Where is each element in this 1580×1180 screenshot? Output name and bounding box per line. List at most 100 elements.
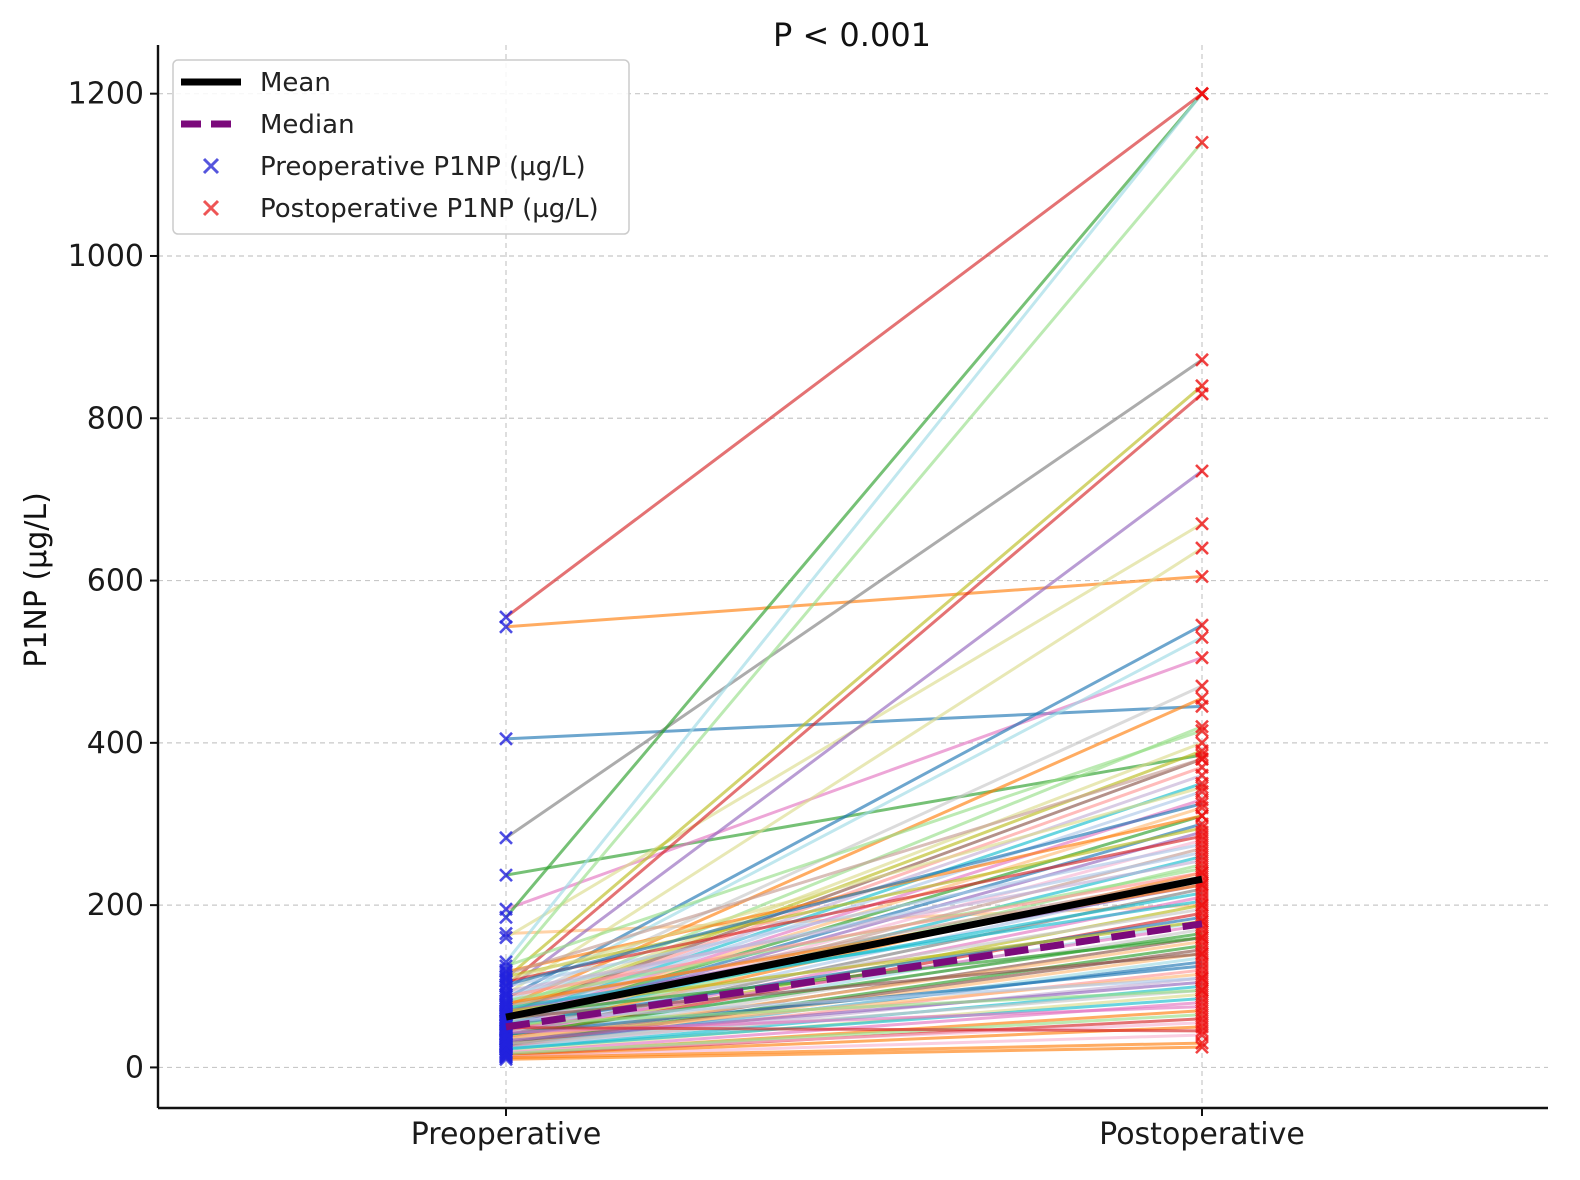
- post-marker-17: [1195, 679, 1209, 693]
- chart-title: P < 0.001: [773, 16, 931, 54]
- pre-marker-1: [499, 619, 513, 634]
- legend-label-3: Postoperative P1NP (µg/L): [260, 194, 599, 224]
- post-marker-58: [1195, 1040, 1209, 1055]
- y-tick-label-5: 1000: [68, 239, 144, 274]
- series-line-87: [505, 976, 1203, 1023]
- series-line-73: [505, 834, 1203, 983]
- series-line-13: [505, 469, 1203, 992]
- series-line-12: [505, 392, 1203, 988]
- series-line-11: [505, 384, 1203, 980]
- series-line-78: [505, 1013, 1203, 1056]
- series-line-10: [504, 141, 1204, 972]
- series-line-93: [505, 729, 1203, 968]
- y-axis-label: P1NP (µg/L): [19, 492, 54, 668]
- post-marker-1: [1195, 569, 1209, 584]
- y-tick-label-6: 1200: [68, 77, 144, 112]
- pre-marker-94: [499, 967, 513, 982]
- series-line-95: [505, 786, 1203, 982]
- legend-swatch-2: [202, 157, 220, 175]
- post-marker-13: [1195, 464, 1209, 478]
- series-line-58: [505, 1045, 1203, 1061]
- post-marker-91: [1195, 894, 1209, 908]
- legend-label-1: Median: [260, 110, 355, 140]
- post-marker-5: [1195, 650, 1209, 665]
- series-line-2: [505, 704, 1203, 741]
- pre-marker-8: [499, 930, 513, 945]
- post-marker-86: [1195, 983, 1209, 998]
- series-line-14: [505, 546, 1203, 996]
- post-marker-84: [1195, 999, 1209, 1014]
- post-marker-75: [1195, 853, 1209, 868]
- series-line-94: [505, 757, 1203, 976]
- series-line-56: [505, 1033, 1203, 1059]
- pre-marker-4: [499, 868, 513, 883]
- post-marker-96: [1195, 796, 1209, 811]
- post-marker-9: [1195, 86, 1209, 101]
- pre-marker-95: [499, 972, 513, 987]
- series-line-6: [504, 92, 1204, 919]
- y-tick-label-2: 400: [87, 726, 144, 761]
- x-tick-label-0: Preoperative: [411, 1117, 602, 1152]
- pre-marker-91: [499, 1001, 513, 1016]
- pre-marker-96: [499, 977, 513, 992]
- series-line-33: [505, 846, 1203, 1031]
- post-marker-10: [1195, 135, 1209, 150]
- post-marker-15: [1195, 618, 1209, 633]
- post-marker-3: [1195, 352, 1209, 367]
- pre-marker-6: [499, 910, 513, 925]
- series-line-16: [505, 636, 1203, 1004]
- post-marker-12: [1195, 387, 1209, 401]
- post-marker-16: [1195, 630, 1209, 645]
- post-marker-93: [1195, 723, 1209, 738]
- legend: Mean Median Preoperative P1NP (µg/L) Postop…: [172, 59, 630, 235]
- series-line-79: [505, 996, 1203, 1051]
- pre-marker-92: [499, 996, 513, 1011]
- y-tick-label-0: 0: [125, 1050, 144, 1085]
- markers: [499, 86, 1209, 1067]
- series-line-9: [504, 92, 1204, 963]
- legend-label-2: Preoperative P1NP (µg/L): [260, 152, 586, 182]
- pre-marker-3: [499, 830, 513, 845]
- post-marker-4: [1195, 748, 1209, 762]
- series-line-0: [505, 92, 1203, 619]
- mean-line: [505, 875, 1203, 1021]
- ticks: 0 200 400 600 800 1000 1200 Preoperative Postope…: [68, 77, 1305, 1152]
- axes: [156, 45, 1548, 1110]
- series-lines: [504, 92, 1204, 1061]
- post-marker-85: [1195, 1023, 1209, 1038]
- series-line-3: [505, 358, 1203, 840]
- series-line-15: [505, 623, 1203, 1000]
- legend-label-0: Mean: [260, 68, 331, 98]
- median-line: [505, 920, 1203, 1031]
- series-line-80: [505, 988, 1203, 1046]
- series-line-86: [505, 988, 1203, 1026]
- y-tick-label-3: 600: [87, 564, 144, 599]
- post-marker-8: [1195, 516, 1209, 531]
- series-line-89: [505, 936, 1203, 1017]
- pre-marker-7: [499, 926, 513, 941]
- series-line-57: [505, 1041, 1203, 1060]
- series-line-1: [505, 575, 1203, 629]
- series-line-96: [505, 802, 1203, 987]
- series-line-75: [505, 859, 1203, 993]
- series-line-91: [505, 899, 1203, 1010]
- series-line-85: [505, 1026, 1203, 1033]
- post-marker-57: [1195, 1036, 1209, 1050]
- y-tick-label-4: 800: [87, 401, 144, 436]
- legend-swatch-3: [202, 199, 220, 217]
- post-marker-14: [1195, 541, 1209, 556]
- post-marker-94: [1195, 752, 1209, 766]
- post-marker-95: [1195, 780, 1209, 795]
- post-marker-87: [1195, 971, 1209, 986]
- x-tick-label-1: Postoperative: [1099, 1117, 1305, 1152]
- post-marker-18: [1195, 691, 1209, 706]
- post-marker-88: [1195, 946, 1209, 961]
- series-line-74: [505, 842, 1203, 988]
- post-marker-71: [1195, 808, 1209, 823]
- post-marker-83: [1195, 959, 1209, 973]
- series-line-76: [505, 871, 1203, 998]
- series-line-72: [505, 826, 1203, 979]
- post-marker-89: [1195, 930, 1209, 945]
- post-marker-19: [1195, 719, 1209, 734]
